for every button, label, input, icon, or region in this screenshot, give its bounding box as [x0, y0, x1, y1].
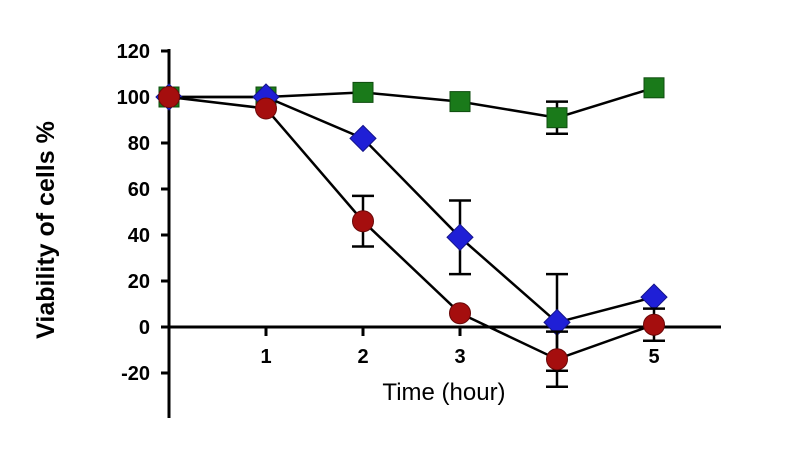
x-axis-title: Time (hour) — [382, 379, 505, 406]
series-line — [168, 95, 655, 361]
data-point-diamond — [349, 124, 377, 153]
x-tick-label: 2 — [357, 346, 368, 368]
data-point-circle — [449, 302, 471, 325]
y-tick-label: 0 — [139, 317, 150, 339]
data-point-circle — [643, 313, 665, 336]
data-point-circle — [158, 86, 180, 108]
y-tick-label: 60 — [128, 179, 150, 201]
y-tick-label: 40 — [128, 225, 150, 247]
data-point-circle — [255, 97, 277, 120]
y-tick-label: -20 — [121, 363, 150, 385]
axis-titles: Time (hour) Viability of cells % — [32, 121, 506, 406]
series-layer — [155, 77, 668, 389]
x-tick-label: 3 — [454, 346, 465, 368]
data-point-circle — [352, 210, 374, 233]
data-point-square — [352, 81, 374, 103]
y-tick-label: 20 — [128, 271, 150, 293]
data-point-circle — [546, 348, 568, 371]
series-line — [169, 86, 655, 119]
data-point-diamond — [640, 283, 668, 311]
data-point-square — [643, 77, 665, 99]
data-point-diamond — [446, 223, 474, 252]
y-tick-label: 100 — [117, 87, 150, 109]
x-tick-label: 5 — [648, 346, 659, 368]
series-line — [169, 95, 655, 324]
series-circle — [158, 86, 665, 389]
y-tick-label: 120 — [117, 41, 150, 63]
x-tick-label: 1 — [260, 346, 271, 368]
y-tick-label: 80 — [128, 133, 150, 155]
data-point-square — [449, 91, 471, 113]
data-point-square — [546, 107, 568, 129]
y-axis-title: Viability of cells % — [32, 121, 60, 339]
axes — [167, 49, 721, 418]
ticks: 120 100 80 60 40 20 0 -20 1 2 3 5 — [117, 41, 660, 385]
